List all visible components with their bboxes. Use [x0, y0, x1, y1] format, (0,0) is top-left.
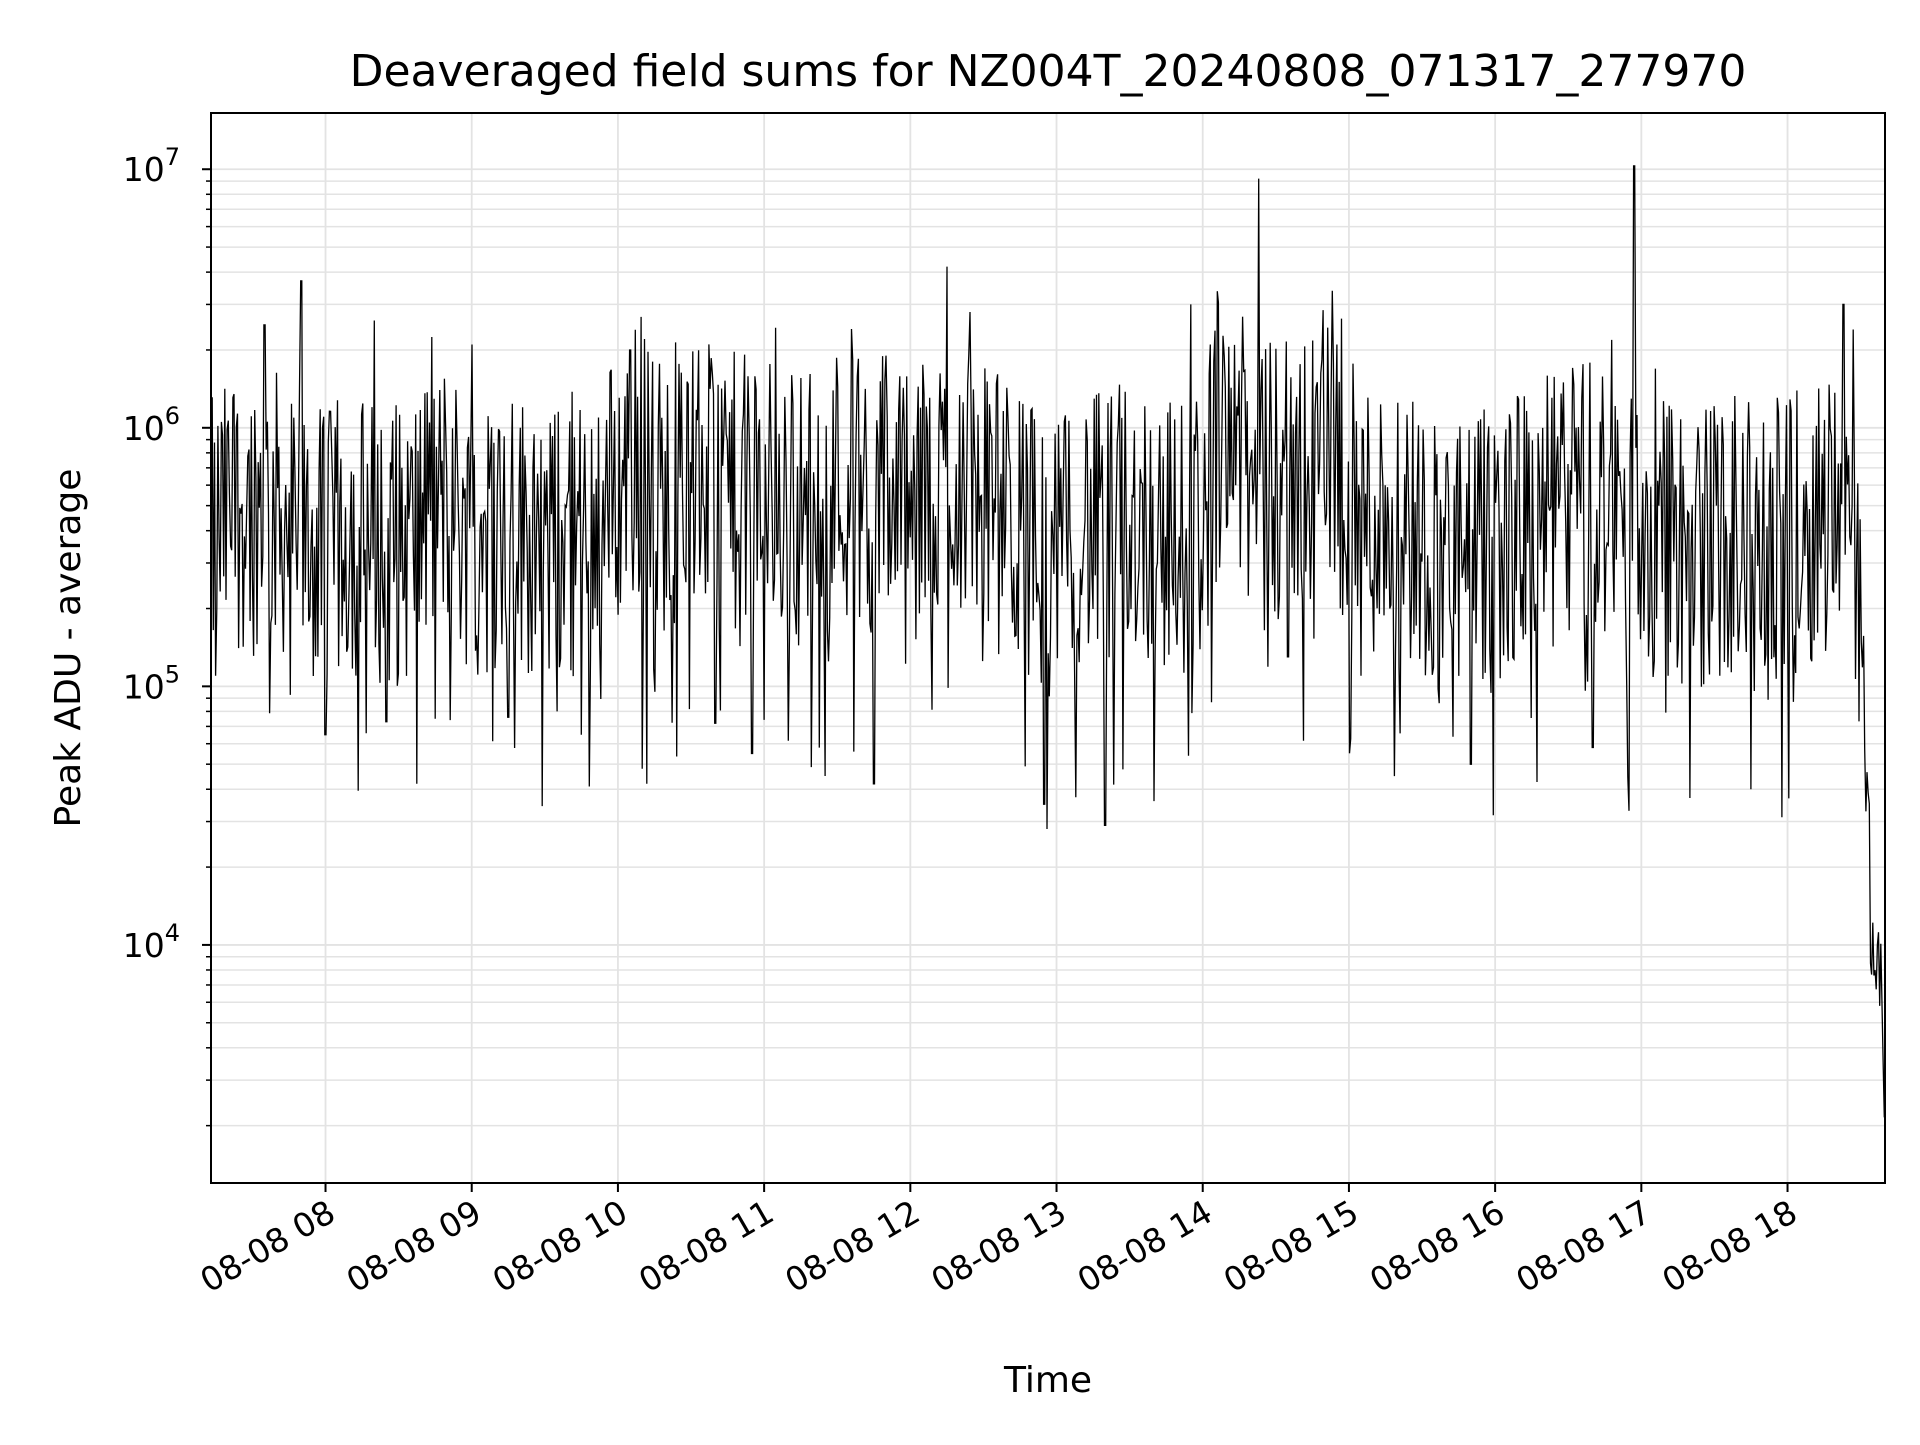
- plot-frame: [210, 112, 1886, 1184]
- x-axis-label: Time: [1003, 1360, 1092, 1401]
- y-tick-label: 107: [123, 143, 180, 189]
- series-layer: [210, 165, 1885, 1118]
- series-line: [210, 165, 1885, 1118]
- chart-title: Deaveraged field sums for NZ004T_2024080…: [350, 46, 1747, 97]
- y-tick-label: 105: [123, 660, 180, 706]
- y-tick-label: 104: [123, 919, 180, 965]
- y-axis-label: Peak ADU - average: [48, 469, 89, 828]
- y-tick-label: 106: [123, 402, 180, 448]
- grid-layer: [211, 113, 1885, 1183]
- y-axis: 104 105 106 107: [123, 143, 211, 1127]
